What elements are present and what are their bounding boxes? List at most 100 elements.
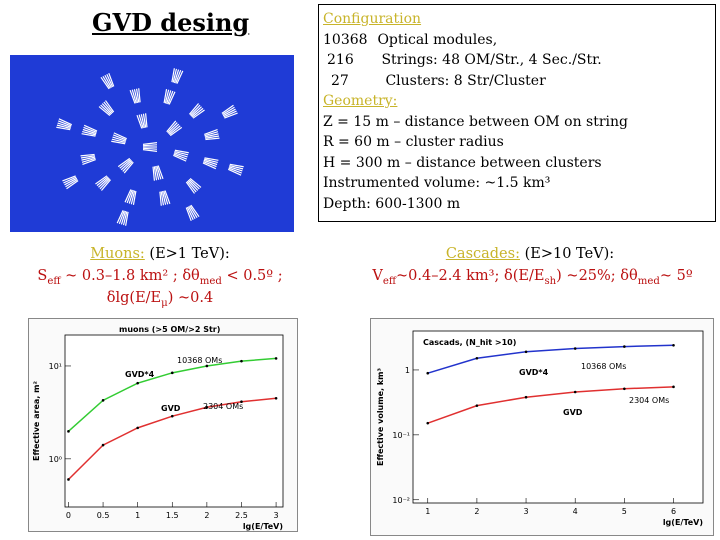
- y-tick-label: 10⁰: [49, 455, 62, 464]
- x-tick-label: 1: [135, 511, 140, 520]
- geometry-line: Depth: 600-1300 m: [323, 195, 461, 212]
- x-axis-label: lg(E/TeV): [663, 518, 703, 527]
- cluster-string: [228, 166, 243, 172]
- chart-annotation: 2304 OMs: [629, 396, 669, 405]
- x-tick-label: 1: [425, 507, 430, 516]
- cluster-string: [168, 123, 180, 135]
- cluster-string: [119, 158, 131, 169]
- cluster-string: [163, 88, 168, 104]
- cluster-string: [229, 164, 244, 170]
- cluster-string: [192, 109, 205, 119]
- cluster-string: [186, 206, 194, 221]
- cluster-string: [167, 90, 174, 105]
- cascades-heading: Cascades: (E>10 TeV):: [345, 246, 715, 262]
- cluster-string: [126, 189, 133, 204]
- muon-effective-area-chart: 0 0.5 1 1.5 2 2.5 3 10¹ 10⁰ muons (>5 OM/>2 Str) l…: [32, 325, 284, 531]
- slide-title: GVD desing: [92, 8, 250, 37]
- series-label: GVD*4: [125, 370, 155, 379]
- geometry-line: Instrumented volume: ~1.5 km³: [323, 175, 551, 191]
- cluster-string: [103, 101, 114, 114]
- cluster-string: [189, 205, 198, 219]
- cluster-string: [166, 90, 172, 104]
- cluster-string: [136, 115, 143, 129]
- cluster-string: [98, 106, 111, 117]
- x-tick-label: 2: [474, 507, 479, 516]
- config-row: 27 Clusters: 8 Str/Cluster: [331, 72, 546, 89]
- cluster-string: [204, 131, 219, 137]
- series-point: [524, 350, 528, 354]
- series-point: [672, 343, 675, 347]
- cluster-layout-graphic: [56, 68, 244, 226]
- x-tick-label: 0.5: [97, 511, 110, 520]
- cluster-string: [168, 91, 176, 105]
- cluster-string: [106, 73, 114, 88]
- series-line: [427, 344, 674, 374]
- series-point: [205, 364, 209, 368]
- cluster-string: [204, 133, 219, 138]
- cluster-string: [164, 89, 170, 104]
- cluster-string: [222, 108, 236, 117]
- cluster-string: [191, 107, 204, 118]
- cluster-string: [132, 190, 137, 206]
- y-axis-label: Effective area, m²: [32, 381, 41, 461]
- cluster-string: [108, 73, 115, 87]
- cluster-string: [111, 138, 126, 144]
- x-tick-label: 3: [524, 507, 529, 516]
- cluster-string: [122, 211, 128, 226]
- chart-title: Cascads, (N_hit >10): [423, 338, 516, 347]
- cluster-string: [190, 106, 202, 117]
- cluster-string: [104, 100, 115, 113]
- cascades-label: Cascades:: [445, 246, 520, 262]
- cluster-string: [130, 190, 136, 205]
- cluster-string: [83, 124, 98, 132]
- cluster-string: [156, 165, 162, 180]
- cluster-string: [142, 144, 158, 147]
- cluster-string: [100, 76, 110, 90]
- cluster-string: [99, 178, 111, 190]
- cluster-string: [142, 147, 158, 150]
- cluster-string: [173, 153, 188, 160]
- geometry-heading: Geometry:: [323, 93, 398, 109]
- x-tick-label: 1.5: [166, 511, 179, 520]
- cluster-string: [189, 177, 202, 188]
- cluster-string: [131, 89, 137, 104]
- cluster-string: [142, 142, 158, 145]
- cluster-string: [166, 120, 177, 133]
- cluster-string: [58, 118, 73, 126]
- cluster-string: [157, 165, 164, 179]
- series-point: [475, 404, 479, 407]
- cascade-effective-volume-plot: 1 2 3 4 5 6 1 10⁻¹ 10⁻² Cascads, (N_hit >10) lg(E/…: [370, 318, 714, 536]
- muon-effective-area-plot: 0 0.5 1 1.5 2 2.5 3 10¹ 10⁰ muons (>5 OM/>2 Str) l…: [28, 318, 298, 532]
- cluster-string: [57, 122, 72, 128]
- series-point: [205, 405, 209, 409]
- cluster-string: [56, 124, 71, 130]
- plot-frame: [412, 330, 704, 504]
- series-point: [240, 359, 243, 363]
- series-point: [274, 357, 278, 360]
- cluster-string: [98, 177, 110, 188]
- cluster-string: [140, 114, 145, 129]
- cluster-string: [81, 133, 96, 137]
- chart-annotation: 10368 OMs: [581, 362, 626, 371]
- cluster-string: [82, 131, 97, 136]
- x-tick-label: 4: [573, 507, 578, 516]
- cluster-string: [138, 114, 144, 129]
- cluster-string: [160, 191, 165, 206]
- series-point: [573, 347, 577, 350]
- cluster-string: [159, 191, 162, 206]
- series-label: GVD: [161, 404, 181, 413]
- cluster-string: [62, 175, 76, 182]
- cascades-condition: (E>10 TeV):: [524, 246, 615, 262]
- series-point: [101, 443, 105, 447]
- x-axis-label: lg(E/TeV): [243, 522, 283, 531]
- x-tick-label: 6: [671, 507, 676, 516]
- cluster-string: [188, 178, 200, 190]
- cluster-string: [138, 88, 141, 103]
- series-point: [101, 399, 105, 402]
- series-point: [136, 381, 139, 385]
- y-tick-label: 10⁻¹: [392, 431, 410, 440]
- cluster-string: [190, 204, 200, 218]
- cluster-string: [125, 211, 129, 226]
- cluster-string: [100, 104, 112, 116]
- cluster-string: [169, 125, 181, 136]
